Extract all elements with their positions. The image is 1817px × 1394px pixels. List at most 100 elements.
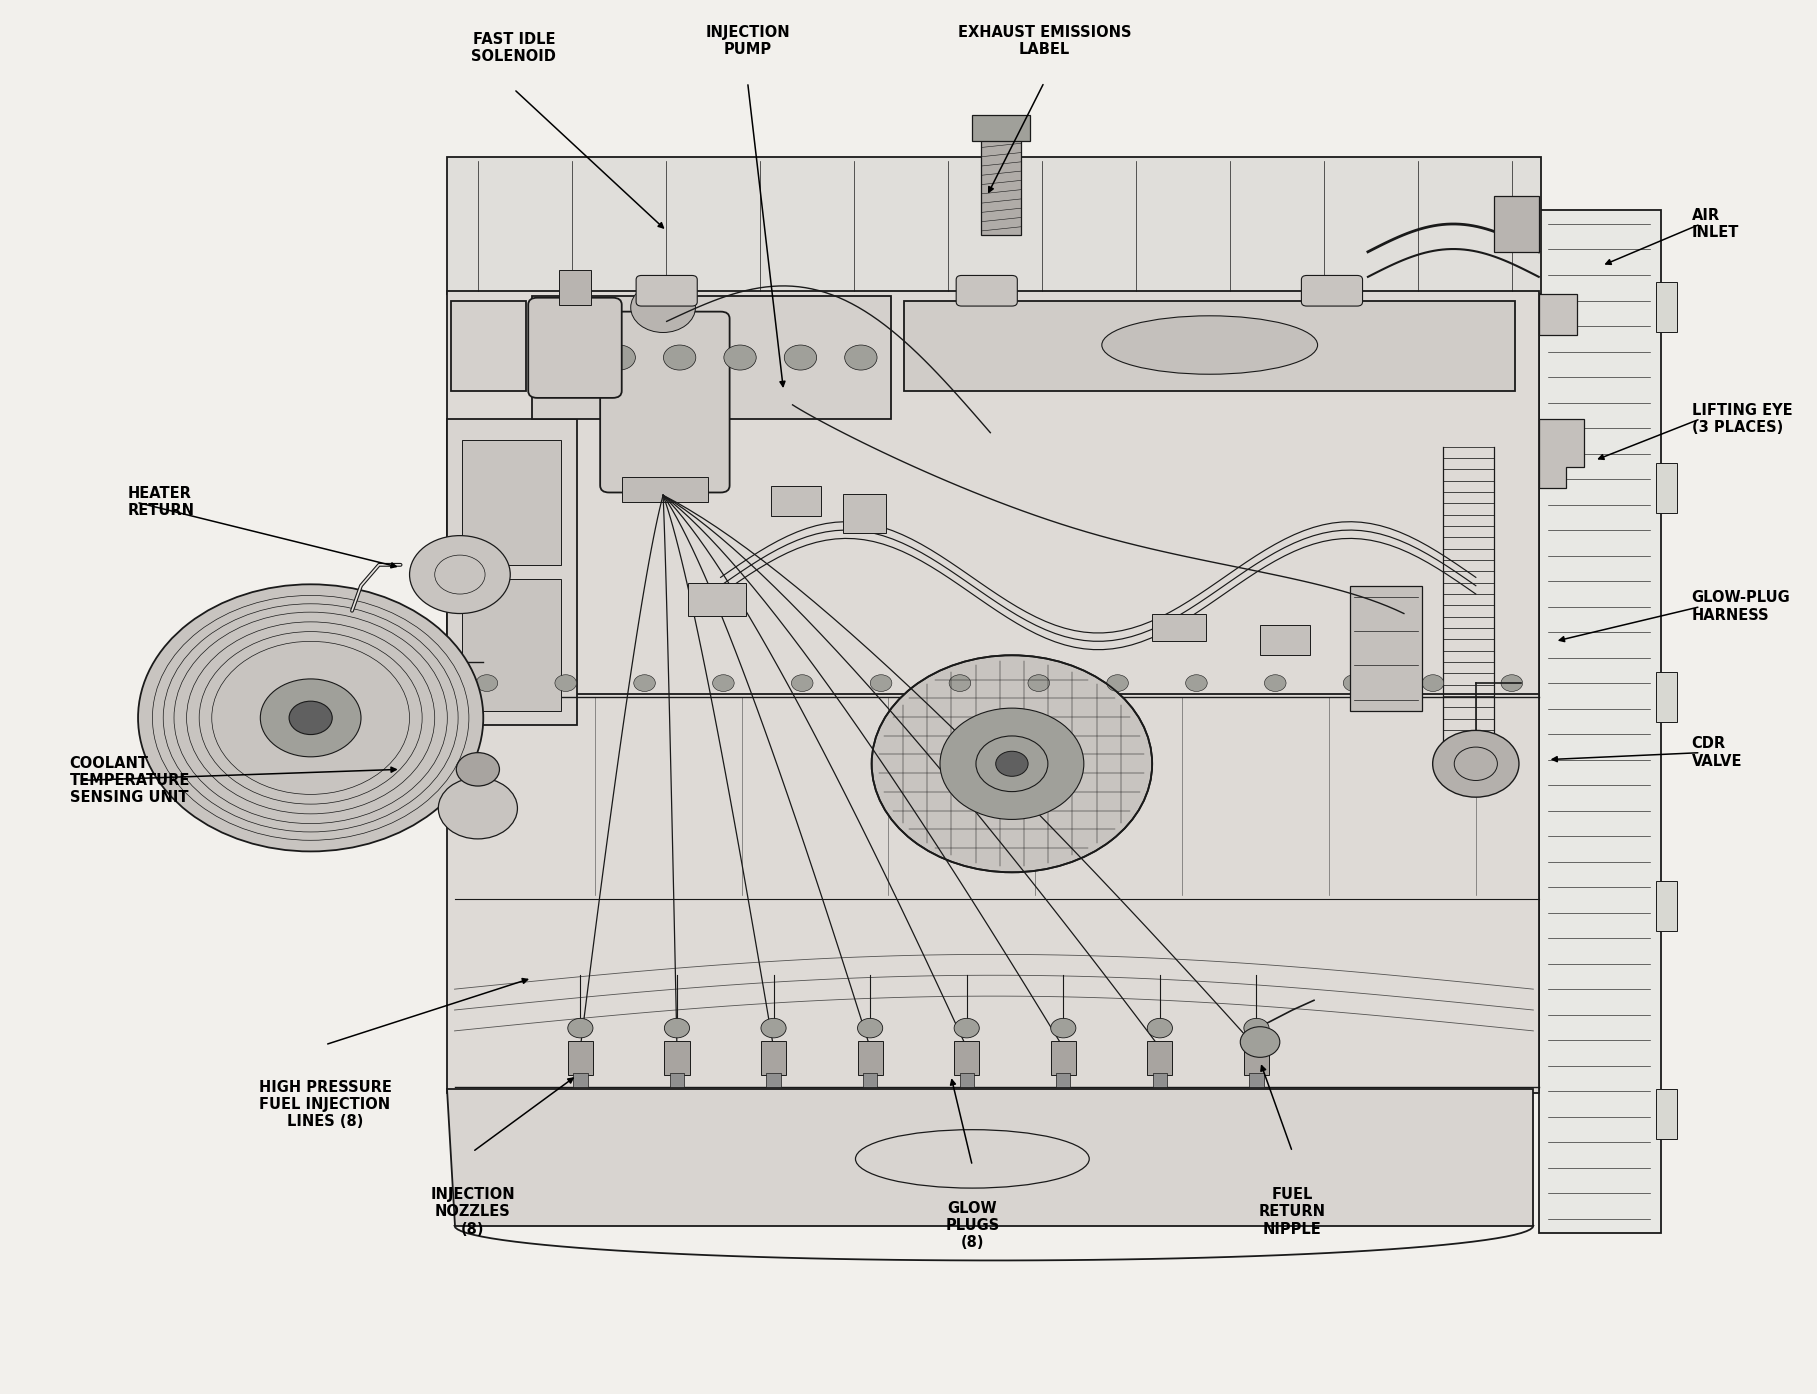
Circle shape xyxy=(663,346,696,369)
Bar xyxy=(843,493,887,533)
Bar xyxy=(451,301,527,390)
Bar xyxy=(665,1041,689,1075)
Circle shape xyxy=(476,675,498,691)
Text: LIFTING EYE
(3 PLACES): LIFTING EYE (3 PLACES) xyxy=(1692,403,1792,435)
Bar xyxy=(863,1072,878,1086)
Bar xyxy=(1152,1072,1167,1086)
Bar xyxy=(1245,1041,1268,1075)
Ellipse shape xyxy=(1101,316,1317,374)
Text: FUEL
RETURN
NIPPLE: FUEL RETURN NIPPLE xyxy=(1259,1186,1326,1236)
Bar xyxy=(1350,585,1423,711)
Text: INJECTION
PUMP: INJECTION PUMP xyxy=(705,25,790,57)
Bar xyxy=(981,135,1021,236)
Circle shape xyxy=(1343,675,1365,691)
Text: INJECTION
NOZZLES
(8): INJECTION NOZZLES (8) xyxy=(431,1186,514,1236)
Bar xyxy=(1655,283,1677,333)
Circle shape xyxy=(260,679,362,757)
Bar xyxy=(447,418,576,725)
Circle shape xyxy=(712,675,734,691)
Bar xyxy=(1655,463,1677,513)
Circle shape xyxy=(289,701,333,735)
Circle shape xyxy=(634,675,656,691)
Circle shape xyxy=(567,1019,592,1039)
Circle shape xyxy=(1028,675,1050,691)
Bar xyxy=(1655,672,1677,722)
FancyBboxPatch shape xyxy=(1301,276,1363,307)
Circle shape xyxy=(1265,675,1286,691)
Circle shape xyxy=(858,1019,883,1039)
Bar xyxy=(462,579,561,711)
Circle shape xyxy=(1147,1019,1172,1039)
Bar xyxy=(670,1072,685,1086)
Circle shape xyxy=(543,346,574,369)
Bar xyxy=(447,158,1541,294)
Bar xyxy=(1050,1041,1076,1075)
Bar xyxy=(1494,197,1539,252)
Text: AIR
INLET: AIR INLET xyxy=(1692,208,1739,240)
Circle shape xyxy=(1501,675,1523,691)
Bar xyxy=(858,1041,883,1075)
Circle shape xyxy=(761,1019,787,1039)
Polygon shape xyxy=(1539,418,1584,488)
Text: HIGH PRESSURE
FUEL INJECTION
LINES (8): HIGH PRESSURE FUEL INJECTION LINES (8) xyxy=(258,1079,391,1129)
Bar xyxy=(905,301,1515,390)
Circle shape xyxy=(409,535,511,613)
Circle shape xyxy=(872,655,1152,873)
Circle shape xyxy=(1432,730,1519,797)
Bar xyxy=(1539,210,1661,1232)
Bar xyxy=(1152,613,1206,641)
Text: COOLANT
TEMPERATURE
SENSING UNIT: COOLANT TEMPERATURE SENSING UNIT xyxy=(69,756,191,806)
Bar xyxy=(1250,1072,1263,1086)
Circle shape xyxy=(1241,1027,1279,1057)
Text: HEATER
RETURN: HEATER RETURN xyxy=(127,487,194,519)
Bar xyxy=(972,116,1030,141)
Bar xyxy=(567,1041,592,1075)
Circle shape xyxy=(138,584,483,852)
Circle shape xyxy=(845,346,878,369)
Bar xyxy=(761,1041,787,1075)
Bar xyxy=(572,1072,587,1086)
Text: CDR
VALVE: CDR VALVE xyxy=(1692,736,1743,769)
Circle shape xyxy=(1245,1019,1268,1039)
Bar xyxy=(1655,1089,1677,1139)
Bar xyxy=(447,291,1539,697)
Bar xyxy=(532,297,892,418)
Circle shape xyxy=(1423,675,1445,691)
Circle shape xyxy=(792,675,812,691)
FancyBboxPatch shape xyxy=(600,312,730,492)
Circle shape xyxy=(603,346,636,369)
Circle shape xyxy=(456,753,500,786)
Bar xyxy=(1056,1072,1070,1086)
Circle shape xyxy=(723,346,756,369)
Circle shape xyxy=(630,283,696,333)
FancyBboxPatch shape xyxy=(956,276,1018,307)
FancyBboxPatch shape xyxy=(529,298,621,397)
Circle shape xyxy=(870,675,892,691)
Text: EXHAUST EMISSIONS
LABEL: EXHAUST EMISSIONS LABEL xyxy=(958,25,1130,57)
Circle shape xyxy=(948,675,970,691)
Circle shape xyxy=(1107,675,1128,691)
Circle shape xyxy=(954,1019,979,1039)
Text: GLOW-PLUG
HARNESS: GLOW-PLUG HARNESS xyxy=(1692,591,1790,623)
Bar xyxy=(767,1072,781,1086)
Circle shape xyxy=(939,708,1083,820)
Polygon shape xyxy=(447,1089,1534,1225)
FancyBboxPatch shape xyxy=(636,276,698,307)
Circle shape xyxy=(1187,675,1206,691)
Circle shape xyxy=(665,1019,689,1039)
Circle shape xyxy=(996,751,1028,776)
Bar xyxy=(1259,625,1310,655)
Circle shape xyxy=(554,675,576,691)
Bar xyxy=(621,477,709,502)
Bar xyxy=(560,270,591,305)
Bar xyxy=(1147,1041,1172,1075)
Bar xyxy=(462,439,561,565)
Circle shape xyxy=(438,778,518,839)
Circle shape xyxy=(1050,1019,1076,1039)
Text: GLOW
PLUGS
(8): GLOW PLUGS (8) xyxy=(945,1200,999,1250)
Bar xyxy=(770,485,821,516)
Bar xyxy=(954,1041,979,1075)
Circle shape xyxy=(785,346,816,369)
Bar xyxy=(1655,881,1677,931)
Polygon shape xyxy=(1539,294,1577,336)
